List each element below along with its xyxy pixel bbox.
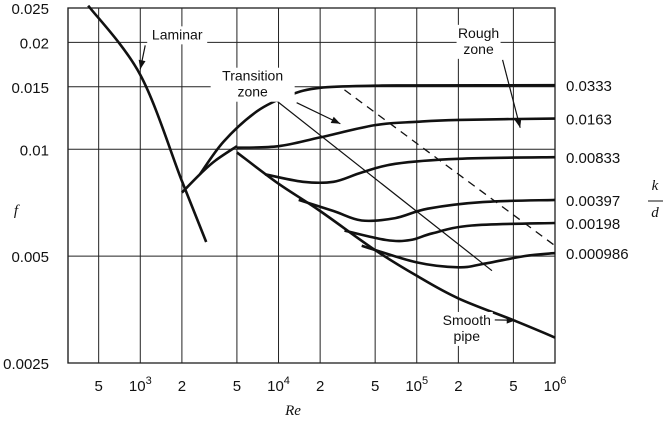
annotation-text: Laminar: [152, 26, 203, 42]
y-tick-label: 0.005: [11, 249, 49, 266]
annotation-text: Rough: [458, 25, 499, 41]
arrowhead: [138, 59, 146, 70]
annotation-text: Transition: [222, 68, 283, 84]
series-line: [180, 145, 238, 194]
curve-label: 0.0333: [566, 78, 612, 95]
curve-label: 0.00198: [566, 216, 620, 233]
series-line: [198, 83, 556, 176]
y-tick-label: 0.025: [11, 1, 49, 18]
x-axis-label: Re: [284, 403, 301, 419]
curve-labels: 0.0333 0.0163 0.00833 0.00397 0.00198 0.00098…: [566, 78, 629, 263]
series-line: [264, 155, 556, 185]
series-line: [298, 198, 556, 223]
arrowhead: [514, 118, 522, 128]
y-tick-label: 0.0025: [3, 356, 49, 373]
series-line: [361, 244, 556, 269]
series-line: [87, 4, 208, 243]
y-tick-label: 0.02: [20, 35, 49, 52]
dashed-boundary-line: [344, 89, 556, 247]
y-axis-label: f: [14, 203, 20, 219]
x-tick-label: 5: [233, 378, 241, 395]
x-tick-label: 5: [509, 378, 517, 395]
annotation-backdrop: [456, 24, 501, 59]
annotation-text: pipe: [454, 328, 481, 344]
annotation-backdrop: [210, 67, 295, 102]
curve-label: 0.0163: [566, 112, 612, 129]
x-tick-label: 5: [94, 378, 102, 395]
annotation-text: Smooth: [443, 312, 491, 328]
annotation-arrow: [501, 59, 521, 128]
kd-numerator: k: [652, 178, 659, 194]
annotation-text: zone: [237, 84, 268, 100]
x-tick-label: 103: [129, 375, 152, 395]
curve-label: 0.000986: [566, 246, 629, 263]
kd-denominator: d: [651, 205, 659, 221]
arrowhead: [506, 316, 516, 324]
x-tick-label: 105: [405, 375, 428, 395]
x-tick-label: 2: [316, 378, 324, 395]
annotation-text: zone: [463, 41, 494, 57]
curve-label: 0.00397: [566, 193, 620, 210]
curve-label: 0.00833: [566, 150, 620, 167]
x-tick-label: 2: [178, 378, 186, 395]
series-line: [236, 117, 556, 149]
x-tick-label: 104: [267, 375, 290, 395]
arrowhead: [330, 116, 341, 124]
tick-labels: 5 103 2 5 104 2 5 105 2 5 106 0.0025 0.005 0.01 0.015 0…: [3, 1, 566, 395]
transition-guide-line: [271, 96, 493, 272]
x-tick-label: 2: [454, 378, 462, 395]
annotation-backdrop: [440, 311, 493, 346]
annotation-backdrop: [147, 26, 208, 45]
x-tick-label: 5: [371, 378, 379, 395]
x-tick-label: 106: [544, 375, 567, 395]
series-line: [344, 221, 556, 243]
series-line: [236, 151, 556, 339]
y-tick-label: 0.015: [11, 80, 49, 97]
y-tick-label: 0.01: [20, 142, 49, 159]
